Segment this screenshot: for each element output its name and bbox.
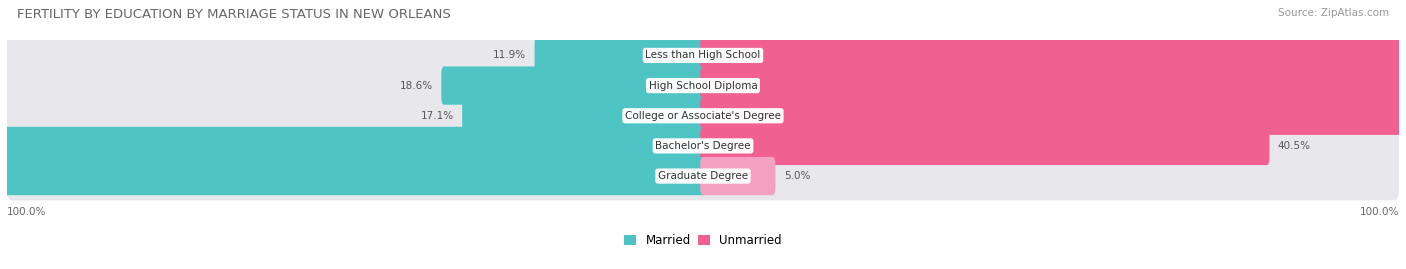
FancyBboxPatch shape bbox=[700, 157, 775, 195]
Text: Source: ZipAtlas.com: Source: ZipAtlas.com bbox=[1278, 8, 1389, 18]
Text: High School Diploma: High School Diploma bbox=[648, 81, 758, 91]
FancyBboxPatch shape bbox=[700, 36, 1406, 75]
FancyBboxPatch shape bbox=[7, 31, 1399, 80]
Text: Less than High School: Less than High School bbox=[645, 50, 761, 61]
Text: College or Associate's Degree: College or Associate's Degree bbox=[626, 111, 780, 121]
Text: 100.0%: 100.0% bbox=[1360, 207, 1399, 217]
FancyBboxPatch shape bbox=[700, 66, 1406, 105]
Text: FERTILITY BY EDUCATION BY MARRIAGE STATUS IN NEW ORLEANS: FERTILITY BY EDUCATION BY MARRIAGE STATU… bbox=[17, 8, 450, 21]
FancyBboxPatch shape bbox=[0, 157, 706, 195]
FancyBboxPatch shape bbox=[7, 91, 1399, 140]
FancyBboxPatch shape bbox=[700, 127, 1270, 165]
Legend: Married, Unmarried: Married, Unmarried bbox=[624, 234, 782, 247]
FancyBboxPatch shape bbox=[534, 36, 706, 75]
Text: Bachelor's Degree: Bachelor's Degree bbox=[655, 141, 751, 151]
FancyBboxPatch shape bbox=[700, 97, 1406, 135]
Text: 5.0%: 5.0% bbox=[783, 171, 810, 181]
Text: 40.5%: 40.5% bbox=[1278, 141, 1310, 151]
FancyBboxPatch shape bbox=[441, 66, 706, 105]
Text: 18.6%: 18.6% bbox=[399, 81, 433, 91]
FancyBboxPatch shape bbox=[7, 61, 1399, 110]
Text: 100.0%: 100.0% bbox=[7, 207, 46, 217]
FancyBboxPatch shape bbox=[7, 122, 1399, 170]
FancyBboxPatch shape bbox=[0, 127, 706, 165]
Text: Graduate Degree: Graduate Degree bbox=[658, 171, 748, 181]
FancyBboxPatch shape bbox=[7, 152, 1399, 200]
Text: 11.9%: 11.9% bbox=[494, 50, 526, 61]
FancyBboxPatch shape bbox=[463, 97, 706, 135]
Text: 17.1%: 17.1% bbox=[420, 111, 454, 121]
